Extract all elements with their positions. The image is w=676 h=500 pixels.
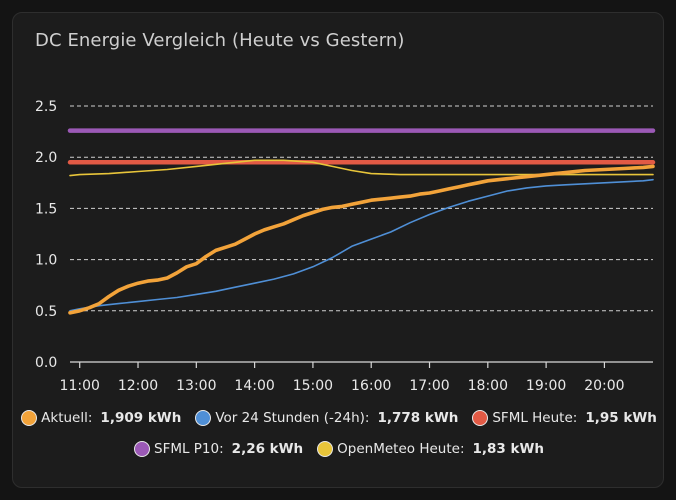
legend-swatch: [317, 441, 334, 457]
legend-row-2: SFML P10: 2,26 kWh OpenMeteo Heute: 1,83 kW…: [13, 441, 665, 457]
series-lines: [67, 128, 656, 315]
y-axis-ticks: 0.0 0.5 1.0 1.5 2.0 2.5: [35, 99, 57, 371]
y-tick-label: 1.0: [35, 253, 57, 269]
chart-card: DC Energie Vergleich (Heute vs Gestern) …: [12, 12, 664, 488]
y-tick-label: 2.5: [35, 99, 57, 115]
x-tick-label: 13:00: [176, 378, 216, 394]
legend-label: Vor 24 Stunden (-24h):: [215, 410, 370, 426]
x-tick-label: 15:00: [293, 378, 333, 394]
x-axis-ticks: 11:00 12:00 13:00 14:00 15:00 16:00 17:00 18:00…: [60, 362, 625, 394]
x-tick-label: 17:00: [409, 378, 449, 394]
legend-swatch: [195, 410, 212, 426]
y-tick-label: 0.5: [35, 304, 57, 320]
legend-swatch: [472, 410, 489, 426]
legend-row-1: Aktuell: 1,909 kWh Vor 24 Stunden (-24h): 1…: [13, 410, 665, 426]
line-chart: 0.00.51.01.52.02.5 11:00 12:00 13:00 14:00 1…: [35, 99, 656, 394]
chart-title: DC Energie Vergleich (Heute vs Gestern): [35, 30, 405, 51]
y-tick-label: 0.0: [35, 355, 57, 371]
legend-value: 1,909 kWh: [100, 410, 182, 426]
legend-item[interactable]: SFML Heute: 1,95 kWh: [472, 410, 657, 426]
x-tick-label: 12:00: [118, 378, 158, 394]
x-tick-label: 14:00: [234, 378, 274, 394]
legend-label: OpenMeteo Heute:: [337, 441, 465, 457]
legend-swatch: [134, 441, 150, 457]
legend-value: 1,95 kWh: [585, 410, 657, 426]
series-line-vor-24-stunden-24h: [69, 178, 654, 312]
legend-label: Aktuell:: [41, 410, 93, 426]
x-tick-label: 20:00: [584, 378, 624, 394]
legend-value: 1,83 kWh: [472, 441, 545, 457]
legend-label: SFML P10:: [154, 441, 224, 457]
y-tick-label: 1.5: [35, 201, 57, 217]
legend-value: 2,26 kWh: [231, 441, 304, 457]
x-tick-label: 11:00: [60, 378, 100, 394]
legend-item[interactable]: Vor 24 Stunden (-24h): 1,778 kWh: [195, 410, 458, 426]
legend-item[interactable]: OpenMeteo Heute: 1,83 kWh: [317, 441, 544, 457]
legend-swatch: [21, 410, 38, 426]
x-tick-label: 16:00: [351, 378, 391, 394]
legend-item[interactable]: SFML P10: 2,26 kWh: [134, 441, 303, 457]
legend-item[interactable]: Aktuell: 1,909 kWh: [21, 410, 181, 426]
series-line-aktuell: [68, 164, 655, 315]
legend-label: SFML Heute:: [492, 410, 578, 426]
x-tick-label: 18:00: [468, 378, 508, 394]
x-tick-label: 19:00: [526, 378, 566, 394]
series-line-openmeteo-heute: [69, 159, 654, 177]
legend-value: 1,778 kWh: [377, 410, 459, 426]
y-tick-label: 2.0: [35, 150, 57, 166]
grid-lines: [70, 105, 653, 363]
